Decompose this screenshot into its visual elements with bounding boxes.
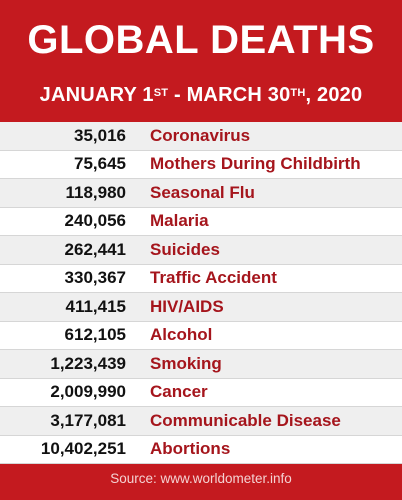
death-count: 118,980: [65, 182, 126, 202]
subtitle-suffix-st: ST: [153, 87, 169, 99]
table-row: 262,441 Suicides: [0, 236, 402, 265]
subtitle-start: JANUARY 1: [39, 84, 154, 106]
death-count: 262,441: [64, 239, 126, 259]
death-count: 612,105: [64, 325, 126, 345]
subtitle-suffix-th: TH: [290, 87, 306, 99]
header: GLOBAL DEATHS JANUARY 1ST - MARCH 30TH, …: [0, 0, 402, 122]
table-row: 75,645 Mothers During Childbirth: [0, 150, 402, 179]
cause-label: Mothers During Childbirth: [150, 154, 361, 174]
death-count: 75,645: [74, 154, 126, 174]
table-row: 330,367 Traffic Accident: [0, 264, 402, 293]
death-count: 35,016: [74, 125, 126, 145]
cause-label: Smoking: [150, 353, 222, 373]
table-row: 2,009,990 Cancer: [0, 378, 402, 407]
table-row: 1,223,439 Smoking: [0, 350, 402, 379]
subtitle-middle: - MARCH 30: [168, 84, 291, 106]
table-row: 240,056 Malaria: [0, 207, 402, 236]
cause-label: Cancer: [150, 382, 208, 402]
source-citation: Source: www.worldometer.info: [110, 470, 292, 486]
page-title: GLOBAL DEATHS: [27, 18, 375, 62]
cause-label: Suicides: [150, 239, 220, 259]
death-count: 240,056: [64, 211, 126, 231]
date-range-subtitle: JANUARY 1ST - MARCH 30TH, 2020: [0, 82, 402, 108]
death-count: 3,177,081: [50, 410, 126, 430]
death-count: 1,223,439: [50, 353, 126, 373]
table-row: 10,402,251 Abortions: [0, 435, 402, 464]
death-count: 411,415: [65, 296, 126, 316]
cause-label: Malaria: [150, 211, 209, 231]
table-row: 118,980 Seasonal Flu: [0, 179, 402, 208]
cause-label: Communicable Disease: [150, 410, 341, 430]
deaths-table: 35,016 Coronavirus 75,645 Mothers During…: [0, 122, 402, 464]
footer: Source: www.worldometer.info: [0, 456, 402, 500]
cause-label: Abortions: [150, 439, 231, 459]
cause-label: Traffic Accident: [150, 268, 277, 288]
table-row: 3,177,081 Communicable Disease: [0, 407, 402, 436]
death-count: 2,009,990: [50, 382, 126, 402]
death-count: 10,402,251: [40, 439, 126, 459]
table-row: 35,016 Coronavirus: [0, 122, 402, 151]
cause-label: Alcohol: [150, 325, 213, 345]
cause-label: Seasonal Flu: [150, 182, 255, 202]
cause-label: Coronavirus: [150, 125, 251, 145]
death-count: 330,367: [64, 268, 126, 288]
subtitle-year: , 2020: [305, 84, 363, 106]
table-row: 612,105 Alcohol: [0, 321, 402, 350]
table-row: 411,415 HIV/AIDS: [0, 293, 402, 322]
cause-label: HIV/AIDS: [150, 296, 224, 316]
